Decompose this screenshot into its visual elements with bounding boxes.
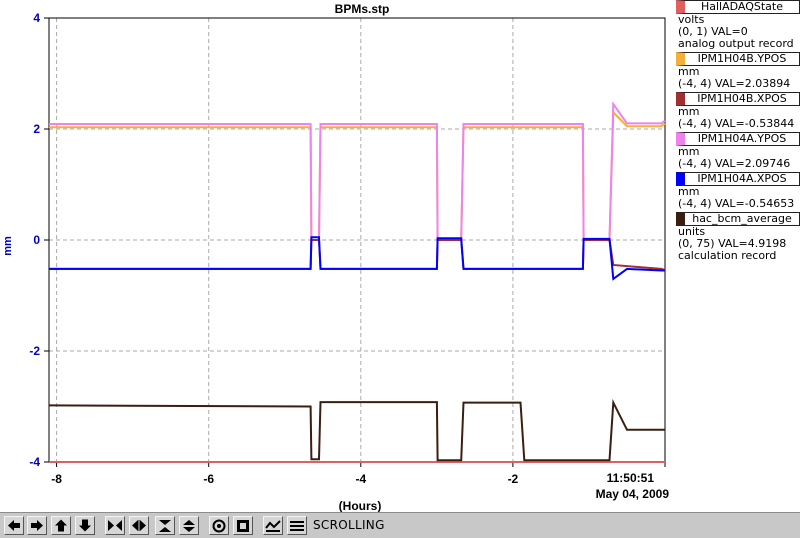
legend-units: units (678, 225, 706, 238)
scroll-left-button[interactable] (4, 516, 24, 535)
pan-button[interactable] (233, 516, 253, 535)
y-tick-label: -2 (29, 344, 40, 358)
legend-entry-halladaqstate[interactable]: HallADAQState (676, 0, 800, 14)
legend-entry-ipm1h04b-ypos[interactable]: IPM1H04B.YPOS (676, 52, 800, 66)
series-line-ipm1h04b-xpos (49, 239, 666, 271)
y-tick-label: -4 (29, 455, 40, 469)
legend-units: mm (678, 185, 700, 198)
zoom-out-y-button[interactable] (179, 516, 199, 535)
zoom-out-x-button[interactable] (129, 516, 149, 535)
legend-units: mm (678, 105, 700, 118)
x-tick-label: -2 (508, 472, 519, 486)
legend-range-value: (0, 1) VAL=0 (678, 25, 748, 38)
end-date: May 04, 2009 (596, 487, 670, 501)
x-axis-label: (Hours) (339, 499, 382, 512)
legend-range-value: (-4, 4) VAL=-0.53844 (678, 117, 795, 130)
legend-entry-ipm1h04a-ypos[interactable]: IPM1H04A.YPOS (676, 132, 800, 146)
strip-chart: BPMs.stp -4 -2 0 2 4 -8 -6 -4 -2 mm (Hours) 11:… (2, 2, 670, 512)
legend: HallADAQState volts (0, 1) VAL=0 analog out… (671, 0, 800, 270)
grid-lines (49, 18, 665, 462)
series-line-hac-bcm-average (48, 398, 665, 462)
x-tick-label: -6 (203, 472, 214, 486)
legend-entry-hac-bcm-average[interactable]: hac_bcm_average (676, 212, 800, 226)
legend-range-value: (-4, 4) VAL=2.09746 (678, 157, 791, 170)
scroll-right-button[interactable] (27, 516, 47, 535)
legend-entry-ipm1h04a-xpos[interactable]: IPM1H04A.XPOS (676, 172, 800, 186)
chart-title: BPMs.stp (335, 2, 390, 16)
legend-range-value: (-4, 4) VAL=2.03894 (678, 77, 791, 90)
legend-units: mm (678, 145, 700, 158)
y-axis: -4 -2 0 2 4 (29, 11, 49, 469)
y-tick-label: 2 (33, 122, 40, 136)
legend-description: calculation record (678, 249, 777, 262)
legend-units: volts (678, 13, 705, 26)
y-tick-label: 4 (33, 11, 40, 25)
scroll-status: SCROLLING (313, 518, 385, 532)
legend-range-value: (-4, 4) VAL=-0.54653 (678, 197, 795, 210)
x-tick-label: -4 (355, 472, 366, 486)
scroll-down-button[interactable] (75, 516, 95, 535)
series-line-ipm1h04b-ypos (49, 110, 666, 241)
series-layer (48, 100, 666, 463)
zoom-in-x-button[interactable] (105, 516, 125, 535)
toolbar: SCROLLING (0, 512, 800, 538)
y-axis-label: mm (2, 236, 14, 256)
x-axis: -8 -6 -4 -2 (51, 462, 666, 486)
scroll-mode-button[interactable] (287, 516, 307, 535)
x-tick-label: -8 (51, 472, 62, 486)
legend-description: analog output record (678, 37, 794, 50)
auto-scale-button[interactable] (263, 516, 283, 535)
y-tick-label: 0 (33, 233, 40, 247)
legend-entry-ipm1h04b-xpos[interactable]: IPM1H04B.XPOS (676, 92, 800, 106)
series-line-ipm1h04a-ypos (49, 100, 666, 241)
scroll-up-button[interactable] (51, 516, 71, 535)
series-line-ipm1h04a-xpos (49, 236, 665, 281)
legend-units: mm (678, 65, 700, 78)
end-time: 11:50:51 (607, 471, 655, 485)
zoom-in-y-button[interactable] (155, 516, 175, 535)
legend-range-value: (0, 75) VAL=4.9198 (678, 237, 787, 250)
zoom-reset-button[interactable] (209, 516, 229, 535)
